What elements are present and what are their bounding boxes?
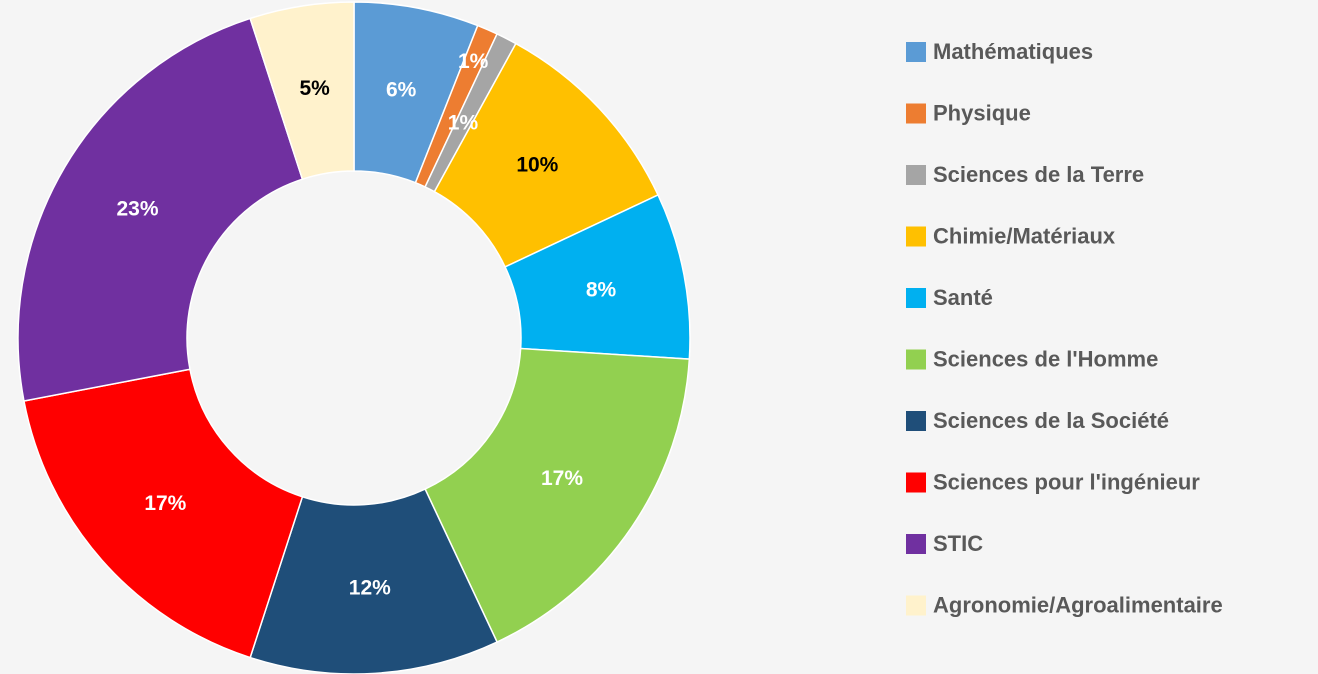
data-label: 5% xyxy=(299,77,330,100)
legend-swatch xyxy=(906,411,926,431)
donut-slice xyxy=(23,368,304,659)
legend-swatch xyxy=(906,534,926,554)
legend-swatch xyxy=(906,103,926,124)
donut-slice xyxy=(249,488,499,674)
data-label: 17% xyxy=(144,492,186,515)
data-label: 1% xyxy=(448,112,479,135)
legend-swatch xyxy=(906,595,926,616)
legend-label: Physique xyxy=(933,100,1031,125)
data-label: 17% xyxy=(541,467,583,490)
legend-swatch xyxy=(906,165,926,185)
data-label: 12% xyxy=(349,577,391,600)
data-label: 10% xyxy=(516,153,558,176)
data-label: 8% xyxy=(586,278,617,301)
legend-label: Sciences de l'Homme xyxy=(933,346,1158,371)
legend-swatch xyxy=(906,349,926,370)
data-label: 1% xyxy=(458,50,489,73)
legend-label: Chimie/Matériaux xyxy=(933,223,1116,248)
legend-label: Santé xyxy=(933,285,993,310)
legend-label: Sciences de la Terre xyxy=(933,162,1144,187)
legend-swatch xyxy=(906,472,926,493)
legend-label: Mathématiques xyxy=(933,39,1093,64)
legend-label: STIC xyxy=(933,531,983,556)
data-label: 23% xyxy=(117,198,159,221)
legend-label: Agronomie/Agroalimentaire xyxy=(933,592,1223,617)
donut-slice xyxy=(17,17,304,402)
donut-slice xyxy=(424,347,691,644)
legend-swatch xyxy=(906,42,926,62)
donut-slice xyxy=(249,1,355,181)
legend-swatch xyxy=(906,226,926,247)
legend-label: Sciences de la Société xyxy=(933,408,1169,433)
legend-label: Sciences pour l'ingénieur xyxy=(933,469,1200,494)
data-label: 6% xyxy=(386,79,417,102)
legend-swatch xyxy=(906,288,926,308)
